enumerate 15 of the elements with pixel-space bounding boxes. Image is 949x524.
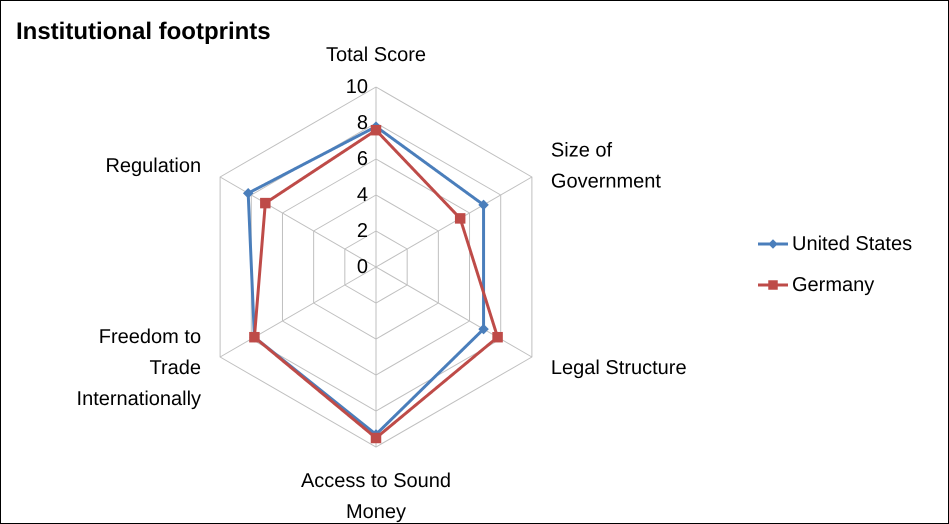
y-tick-label: 0 [356, 256, 368, 278]
spoke-label: Total Score [326, 44, 426, 66]
spoke-label: Freedom to Trade Internationally [76, 326, 202, 410]
spoke-label: Regulation [105, 155, 202, 177]
y-tick-label: 2 [356, 220, 368, 242]
chart-title: Institutional footprints [16, 18, 271, 45]
y-tick-label: 4 [356, 184, 368, 206]
legend-label: Germany [792, 274, 874, 296]
legend-label: United States [792, 233, 912, 255]
spoke-label: Access to Sound Money [300, 470, 452, 523]
y-tick-label: 6 [356, 148, 368, 170]
y-tick-label: 10 [346, 76, 368, 98]
spoke-label: Size of Government [550, 140, 662, 192]
spoke-label: Legal Structure [550, 357, 687, 379]
y-tick-label: 8 [356, 112, 368, 134]
